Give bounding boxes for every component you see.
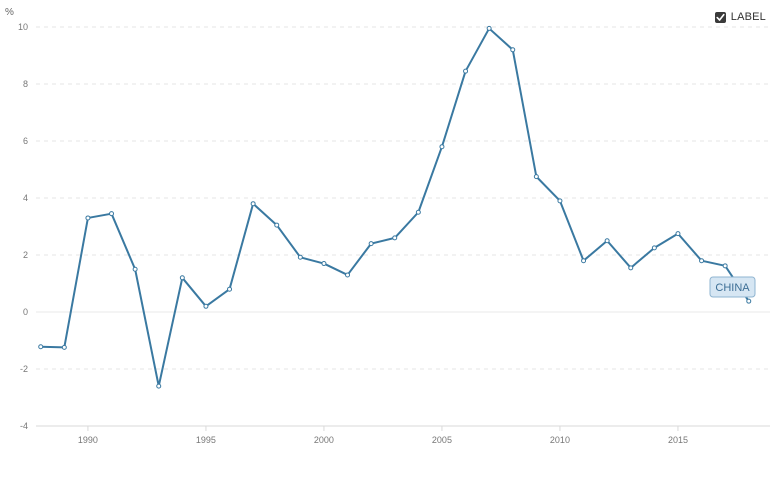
data-point[interactable] (628, 265, 634, 271)
data-point[interactable] (722, 263, 728, 269)
gridlines (36, 26, 770, 427)
y-tick-label: 8 (23, 79, 28, 89)
data-point[interactable] (61, 344, 67, 350)
data-point[interactable] (699, 258, 705, 264)
legend-label: LABEL (730, 11, 766, 23)
data-point[interactable] (38, 344, 44, 350)
data-point[interactable] (109, 211, 115, 217)
data-point[interactable] (179, 275, 185, 281)
x-tick-label: 1995 (196, 435, 216, 445)
data-point[interactable] (510, 47, 516, 53)
y-axis-ticks: -4 -2 0 2 4 6 8 10 (18, 22, 28, 431)
data-point[interactable] (439, 144, 445, 150)
data-point[interactable] (746, 298, 752, 304)
legend-checkbox[interactable] (714, 11, 726, 23)
series-layer (38, 25, 752, 389)
y-tick-label: -2 (20, 364, 28, 374)
series-line-china (39, 27, 750, 388)
data-point[interactable] (156, 383, 162, 389)
data-point[interactable] (227, 286, 233, 292)
y-tick-label: 10 (18, 22, 28, 32)
legend-toggle[interactable]: LABEL (714, 11, 766, 23)
data-point[interactable] (533, 174, 539, 180)
series-label-tag: CHINA (709, 276, 756, 298)
data-point[interactable] (675, 231, 681, 237)
x-tick-label: 2015 (668, 435, 688, 445)
y-tick-label: -4 (20, 421, 28, 431)
data-point[interactable] (392, 235, 398, 241)
data-point[interactable] (604, 238, 610, 244)
data-point[interactable] (274, 222, 280, 228)
x-tick-label: 2010 (550, 435, 570, 445)
x-tick-label: 2005 (432, 435, 452, 445)
y-tick-label: 0 (23, 307, 28, 317)
data-point[interactable] (297, 254, 303, 260)
data-point[interactable] (463, 68, 469, 74)
data-point[interactable] (203, 303, 209, 309)
y-tick-label: 6 (23, 136, 28, 146)
checkmark-icon (716, 13, 725, 21)
data-point[interactable] (651, 245, 657, 251)
data-point[interactable] (85, 215, 91, 221)
y-tick-label: 4 (23, 193, 28, 203)
data-point[interactable] (250, 201, 256, 207)
y-tick-label: 2 (23, 250, 28, 260)
data-point[interactable] (368, 241, 374, 247)
data-point[interactable] (132, 266, 138, 272)
data-point[interactable] (321, 261, 327, 267)
series-label-text: CHINA (715, 282, 750, 294)
x-tick-label: 2000 (314, 435, 334, 445)
data-point[interactable] (415, 209, 421, 215)
data-point[interactable] (581, 258, 587, 264)
x-tick-label: 1990 (78, 435, 98, 445)
data-point[interactable] (345, 272, 351, 278)
data-point[interactable] (557, 198, 563, 204)
x-axis-ticks: 1990 1995 2000 2005 2010 2015 (78, 426, 688, 445)
y-axis-unit-label: % (5, 7, 14, 18)
data-point[interactable] (486, 25, 492, 31)
